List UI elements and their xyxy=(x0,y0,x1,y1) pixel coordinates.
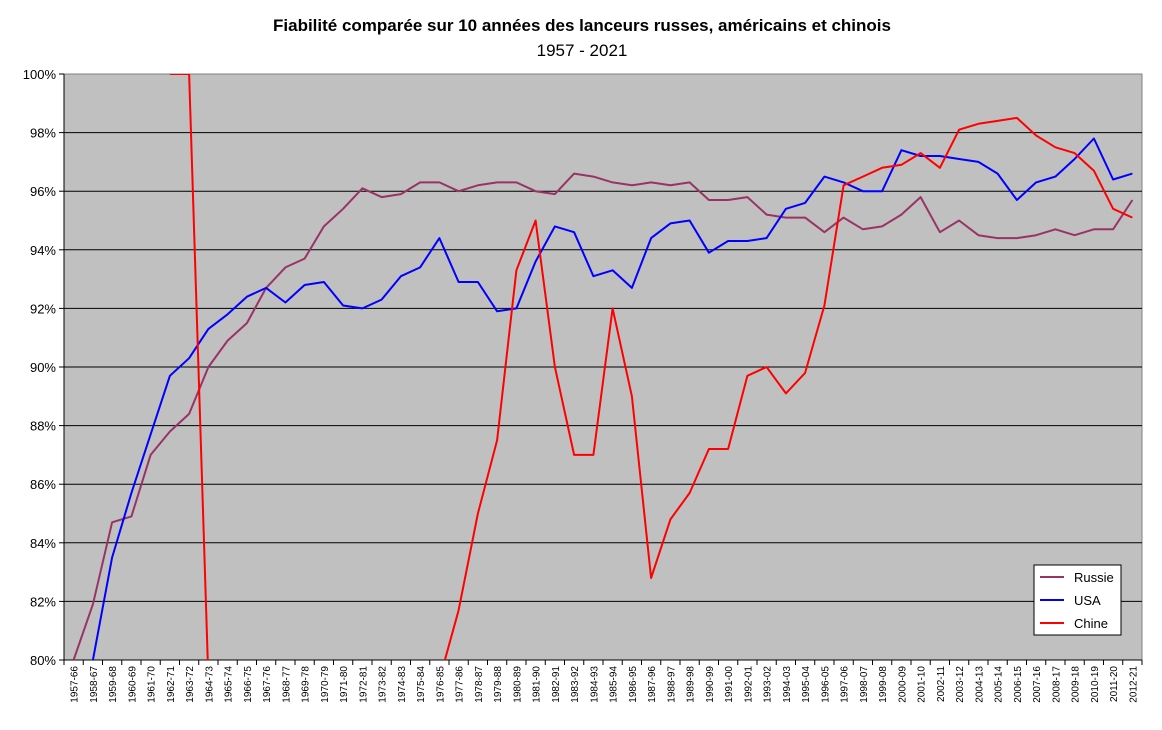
chart-subtitle: 1957 - 2021 xyxy=(537,41,628,60)
x-tick-label: 1960-69 xyxy=(127,666,138,703)
x-tick-label: 1968-77 xyxy=(281,666,292,703)
x-tick-label: 1965-74 xyxy=(224,666,235,703)
legend: Russie USA Chine xyxy=(1033,564,1122,636)
x-tick-label: 1963-72 xyxy=(185,666,196,703)
x-tick-label: 1972-81 xyxy=(358,666,369,703)
x-tick-label: 1992-01 xyxy=(743,666,754,703)
x-tick-label: 2004-13 xyxy=(974,666,985,703)
x-tick-label: 1982-91 xyxy=(551,666,562,703)
series-lines xyxy=(72,74,1134,660)
x-tick-label: 2008-17 xyxy=(1051,666,1062,703)
x-tick-label: 1973-82 xyxy=(378,666,389,703)
x-tick-label: 2012-21 xyxy=(1128,666,1139,703)
x-tick-label: 1974-83 xyxy=(397,666,408,703)
x-tick-label: 1985-94 xyxy=(609,666,620,703)
x-tick-label: 1969-78 xyxy=(301,666,312,703)
x-tick-label: 1957-66 xyxy=(70,666,81,703)
y-tick-label: 100% xyxy=(23,67,57,82)
y-tick-label: 88% xyxy=(30,419,56,434)
x-tick-label: 1996-05 xyxy=(820,666,831,703)
x-tick-label: 2011-20 xyxy=(1109,666,1120,702)
x-tick-label: 1964-73 xyxy=(204,666,215,703)
x-tick-label: 1981-90 xyxy=(532,666,543,703)
x-tick-label: 1977-86 xyxy=(455,666,466,703)
x-tick-label: 1961-70 xyxy=(147,666,158,703)
y-tick-label: 96% xyxy=(30,184,56,199)
x-tick-label: 1979-88 xyxy=(493,666,504,703)
y-tick-label: 82% xyxy=(30,594,56,609)
y-tick-label: 86% xyxy=(30,477,56,492)
legend-label-russie: Russie xyxy=(1074,570,1114,585)
x-tick-label: 1959-68 xyxy=(108,666,119,703)
x-tick-label: 1984-93 xyxy=(589,666,600,703)
x-tick-label: 1967-76 xyxy=(262,666,273,703)
x-tick-label: 1990-99 xyxy=(705,666,716,703)
x-tick-label: 1988-97 xyxy=(666,666,677,703)
x-tick-label: 1998-07 xyxy=(859,666,870,703)
x-tick-label: 1962-71 xyxy=(166,666,177,703)
x-tick-label: 1999-08 xyxy=(878,666,889,703)
x-tick-label: 2000-09 xyxy=(897,666,908,703)
x-tick-label: 2007-16 xyxy=(1032,666,1043,703)
y-tick-label: 84% xyxy=(30,536,56,551)
x-tick-label: 1987-96 xyxy=(647,666,658,703)
x-tick-label: 1976-85 xyxy=(435,666,446,703)
x-tick-label: 1989-98 xyxy=(686,666,697,703)
x-tick-label: 2001-10 xyxy=(917,666,928,703)
series-line-usa xyxy=(90,137,1133,660)
x-axis-tick-labels: 1957-66 1958-67 1959-68 1960-69 1961-70 1962-… xyxy=(70,666,1140,703)
x-tick-label: 1995-04 xyxy=(801,666,812,703)
x-tick-label: 1970-79 xyxy=(320,666,331,703)
series-line-chine-offscale xyxy=(443,609,460,660)
legend-label-usa: USA xyxy=(1074,593,1101,608)
x-tick-label: 2010-19 xyxy=(1090,666,1101,703)
x-tick-label: 1991-00 xyxy=(724,666,735,703)
y-axis-tick-labels: 80% 82% 84% 86% 88% 90% 92% 94% 96% 98% 100% xyxy=(23,67,57,668)
x-tick-label: 1980-89 xyxy=(512,666,523,703)
x-tick-label: 1975-84 xyxy=(416,666,427,703)
x-tick-label: 1997-06 xyxy=(840,666,851,703)
x-tick-label: 1986-95 xyxy=(628,666,639,703)
x-tick-label: 1958-67 xyxy=(89,666,100,703)
legend-label-chine: Chine xyxy=(1074,616,1108,631)
chart-title: Fiabilité comparée sur 10 années des lan… xyxy=(273,16,891,35)
x-tick-label: 1994-03 xyxy=(782,666,793,703)
x-tick-label: 2002-11 xyxy=(936,666,947,702)
y-tick-label: 90% xyxy=(30,360,56,375)
series-line-chine-offscale xyxy=(188,74,209,660)
y-tick-label: 98% xyxy=(30,126,56,141)
x-tick-label: 1983-92 xyxy=(570,666,581,703)
series-line-chine xyxy=(457,116,1133,611)
x-tick-label: 1971-80 xyxy=(339,666,350,703)
x-tick-label: 1966-75 xyxy=(243,666,254,703)
x-tick-label: 2006-15 xyxy=(1013,666,1024,703)
x-tick-label: 1978-87 xyxy=(474,666,485,703)
y-tick-label: 94% xyxy=(30,243,56,258)
x-tick-label: 2003-12 xyxy=(955,666,966,703)
x-tick-label: 2009-18 xyxy=(1071,666,1082,703)
y-tick-label: 92% xyxy=(30,301,56,316)
y-tick-label: 80% xyxy=(30,653,56,668)
series-line-russie xyxy=(72,172,1134,660)
x-tick-label: 2005-14 xyxy=(994,666,1005,703)
x-tick-label: 1993-02 xyxy=(763,666,774,703)
gridlines xyxy=(59,73,1143,665)
